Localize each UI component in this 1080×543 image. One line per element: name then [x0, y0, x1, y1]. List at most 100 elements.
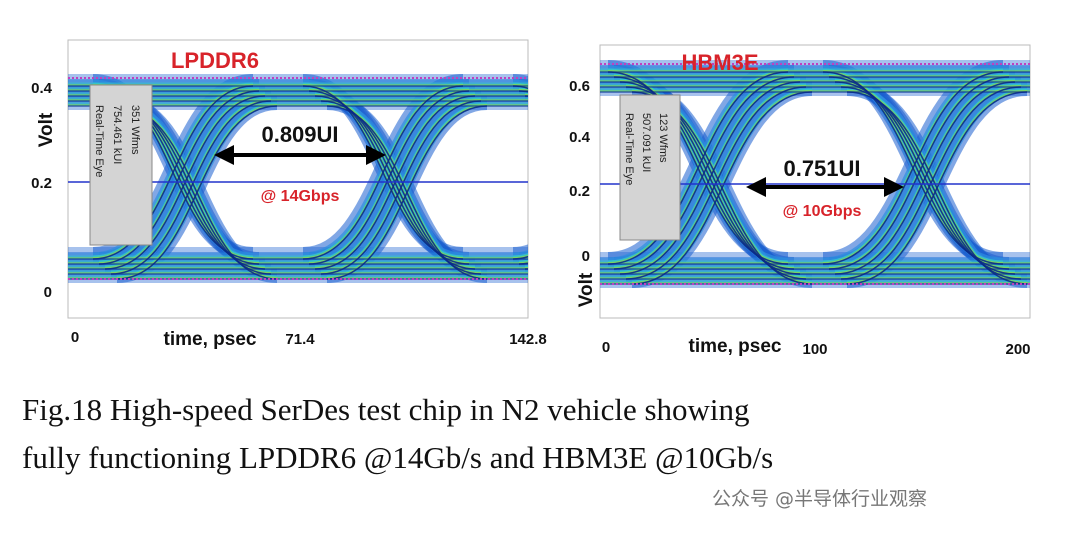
eye-trace [1038, 69, 1080, 261]
eye-trace [1056, 84, 1080, 276]
y-axis-label: Volt [576, 272, 597, 307]
eye-trace [1062, 91, 1080, 283]
eye-trace [1056, 87, 1080, 279]
eye-trace [1056, 85, 1080, 277]
eye-trace [1050, 81, 1080, 273]
eye-trace [1062, 92, 1080, 284]
eye-trace [1038, 71, 1080, 263]
eye-trace [1044, 77, 1080, 269]
y-tick-label: 0.6 [569, 78, 590, 95]
x-tick-label: 0 [71, 329, 79, 346]
panel-title: HBM3E [681, 50, 758, 75]
caption: Fig.18 High-speed SerDes test chip in N2… [22, 392, 750, 427]
eye-trace [631, 91, 813, 285]
eye-width-label: 0.809UI [261, 122, 338, 147]
eye-trace [110, 100, 272, 275]
eye-trace [0, 85, 43, 258]
eye-trace [625, 86, 807, 280]
info-text: 351 Wfms [129, 105, 141, 155]
eye-trace [1044, 74, 1080, 266]
eye-trace [1056, 86, 1080, 278]
eye-trace [1050, 78, 1080, 270]
eye-trace [1050, 79, 1080, 271]
eye-trace [1038, 70, 1080, 262]
eye-trace [1038, 68, 1080, 260]
eye-trace [1062, 91, 1080, 283]
eye-trace [1044, 76, 1080, 268]
info-box [89, 84, 153, 246]
caption: fully functioning LPDDR6 @14Gb/s and HBM… [22, 440, 773, 475]
eye-trace [0, 83, 43, 256]
eye-diagram [600, 60, 1080, 288]
eye-trace [1044, 74, 1080, 266]
eye-trace [1050, 82, 1080, 274]
eye-trace [98, 90, 260, 265]
eye-trace [1038, 68, 1080, 260]
eye-width-label: 0.751UI [783, 156, 860, 181]
eye-trace [1050, 79, 1080, 271]
x-tick-label: 0 [602, 339, 610, 356]
x-tick-label: 142.8 [509, 331, 547, 348]
eye-trace [92, 85, 254, 260]
eye-trace [1050, 80, 1080, 272]
eye-trace [302, 85, 464, 260]
data-rate-label: @ 10Gbps [783, 203, 862, 220]
eye-trace [1062, 88, 1080, 280]
eye-trace [1050, 82, 1080, 274]
eye-trace [1062, 88, 1080, 280]
data-rate-label: @ 14Gbps [261, 188, 340, 205]
eye-trace [1062, 90, 1080, 282]
info-box [619, 94, 681, 241]
info-text: Real-Time Eye [93, 105, 105, 177]
watermark: 公众号 @半导体行业观察 [712, 488, 927, 510]
eye-trace [1056, 83, 1080, 275]
eye-trace [1056, 83, 1080, 275]
info-text: 507.091 kUI [640, 113, 652, 172]
eye-trace [0, 86, 43, 259]
eye-trace [1044, 77, 1080, 269]
eye-trace [116, 105, 278, 280]
eye-trace [1050, 81, 1080, 273]
eye-trace [1044, 75, 1080, 267]
y-axis-label: Volt [36, 112, 57, 147]
eye-trace [308, 90, 470, 265]
eye-trace [0, 85, 43, 258]
panel-title: LPDDR6 [171, 48, 259, 73]
eye-trace [1056, 85, 1080, 277]
eye-trace [1038, 72, 1080, 264]
eye-trace [1044, 75, 1080, 267]
eye-trace [0, 82, 43, 255]
eye-trace [320, 100, 482, 275]
eye-trace [1038, 72, 1080, 264]
eye-trace [1038, 71, 1080, 263]
eye-trace [1062, 89, 1080, 281]
y-tick-label: 0.4 [569, 129, 591, 146]
eye-trace [1056, 87, 1080, 279]
y-tick-label: 0 [44, 284, 52, 301]
eye-trace [1050, 78, 1080, 270]
eye-trace [0, 84, 43, 257]
eye-trace [1038, 70, 1080, 262]
info-text: 123 Wfms [657, 113, 669, 163]
eye-trace [0, 82, 43, 255]
y-tick-label: 0.2 [569, 183, 590, 200]
eye-trace [1062, 90, 1080, 282]
eye-trace [1050, 80, 1080, 272]
eye-trace [1044, 73, 1080, 265]
eye-trace [846, 91, 1028, 285]
x-tick-label: 100 [802, 341, 827, 358]
info-text: Real-Time Eye [623, 113, 635, 185]
eye-trace [1044, 73, 1080, 265]
eye-trace [1056, 86, 1080, 278]
eye-trace [1044, 76, 1080, 268]
x-tick-label: 71.4 [285, 331, 315, 348]
eye-trace [0, 86, 43, 259]
x-axis-label: time, psec [164, 329, 257, 350]
eye-trace [0, 84, 43, 257]
eye-trace [1056, 84, 1080, 276]
eye-trace [1062, 89, 1080, 281]
info-text: 754.461 kUI [111, 105, 123, 164]
y-tick-label: 0.4 [31, 80, 53, 97]
eye-trace [326, 105, 488, 280]
